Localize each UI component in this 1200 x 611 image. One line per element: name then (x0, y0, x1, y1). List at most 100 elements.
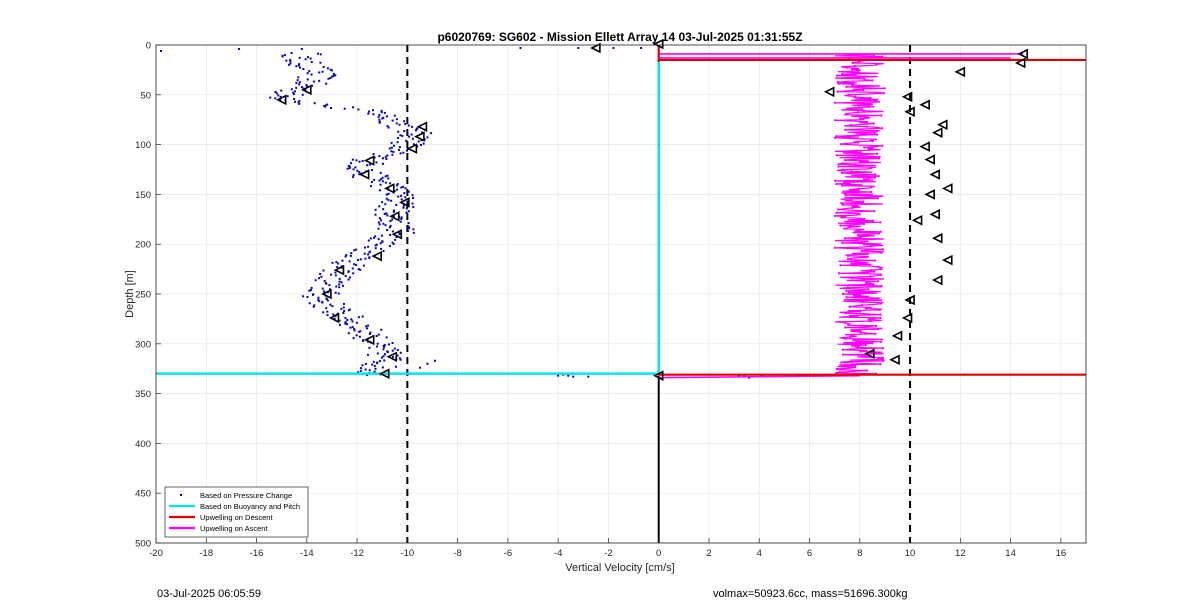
ascent-point (876, 327, 879, 331)
ascent-point (840, 72, 844, 76)
ascent-point (845, 85, 848, 89)
ascent-point (835, 367, 839, 371)
pressure-point (340, 307, 343, 310)
pressure-point (386, 351, 389, 354)
pressure-point (412, 143, 415, 146)
ascent-point (848, 225, 851, 229)
pressure-point (307, 56, 310, 59)
pressure-marker (590, 42, 601, 54)
pressure-point (367, 110, 370, 113)
pressure-point (391, 241, 394, 244)
x-tick-label: -12 (350, 548, 364, 559)
pressure-point (389, 233, 392, 236)
pressure-point (352, 168, 355, 171)
x-tick-label: -4 (554, 548, 562, 559)
legend-label: Based on Pressure Change (200, 491, 292, 500)
pressure-point (381, 180, 384, 183)
ascent-marker (652, 38, 664, 50)
ascent-point (877, 297, 880, 300)
pressure-point (318, 71, 321, 74)
pressure-point (378, 155, 381, 158)
pressure-point (399, 152, 402, 155)
pressure-point (397, 148, 400, 151)
pressure-point (304, 88, 307, 91)
pressure-point (387, 126, 390, 129)
pressure-point (321, 287, 324, 290)
pressure-point (385, 336, 388, 339)
ascent-marker (931, 127, 943, 138)
pressure-point (374, 213, 377, 216)
ascent-point (840, 171, 844, 175)
ascent-point (880, 114, 883, 117)
pressure-point (353, 263, 356, 266)
pressure-point (399, 134, 402, 137)
pressure-point (407, 222, 410, 225)
ascent-point (874, 173, 877, 176)
pressure-point (326, 310, 329, 313)
pressure-point (377, 333, 380, 336)
pressure-point (383, 346, 386, 349)
ascent-point (839, 224, 842, 227)
pressure-point (383, 344, 386, 347)
pressure-point (399, 220, 402, 223)
pressure-point (288, 63, 291, 66)
pressure-point (296, 79, 299, 82)
ascent-point (840, 361, 843, 364)
pressure-point (362, 339, 365, 342)
pressure-point (318, 277, 321, 280)
ascent-point (865, 369, 869, 372)
pressure-point (363, 252, 366, 255)
pressure-point (344, 275, 347, 278)
ascent-point (862, 278, 866, 281)
y-tick-label: 200 (135, 240, 151, 251)
pressure-point (378, 205, 381, 208)
pressure-point (350, 252, 353, 255)
pressure-point (302, 295, 305, 298)
pressure-point (391, 119, 394, 122)
pressure-point (347, 270, 350, 273)
pressure-point (348, 309, 351, 312)
pressure-point (392, 215, 395, 218)
ascent-point (864, 256, 867, 259)
pressure-point (370, 180, 373, 183)
pressure-point (302, 68, 305, 71)
pressure-point (383, 359, 386, 362)
ascent-marker (1017, 48, 1028, 60)
pressure-point (398, 233, 401, 236)
x-tick-label: -10 (400, 548, 414, 559)
pressure-point (381, 157, 384, 160)
ascent-point (881, 346, 885, 350)
pressure-point (344, 321, 347, 324)
pressure-point (372, 153, 375, 156)
ascent-marker (652, 370, 664, 381)
ascent-point (869, 275, 872, 278)
pressure-point (396, 188, 399, 191)
pressure-point (422, 142, 425, 145)
ascent-point (852, 339, 855, 342)
ascent-point (834, 179, 837, 183)
pressure-point (289, 62, 292, 65)
ascent-marker (924, 189, 935, 200)
pressure-point (384, 181, 387, 184)
pressure-point (393, 209, 396, 212)
pressure-point (415, 127, 418, 130)
y-axis-label: Depth [m] (124, 270, 136, 318)
pressure-point (403, 192, 406, 195)
pressure-point (383, 111, 386, 114)
ascent-point (853, 64, 856, 68)
pressure-marker (391, 228, 403, 240)
ascent-point (833, 214, 837, 218)
pressure-point (316, 52, 319, 55)
ascent-point (837, 165, 840, 168)
pressure-point (372, 360, 375, 363)
pressure-point (353, 249, 356, 252)
y-tick-label: 300 (135, 339, 151, 350)
pressure-point (379, 217, 382, 220)
pressure-point (381, 201, 384, 204)
ascent-point (865, 120, 869, 124)
pressure-point (308, 70, 311, 73)
pressure-point (392, 150, 395, 153)
ascent-point (865, 125, 869, 128)
pressure-point (407, 190, 410, 193)
chart-title: p6020769: SG602 - Mission Ellett Array 1… (437, 30, 802, 44)
